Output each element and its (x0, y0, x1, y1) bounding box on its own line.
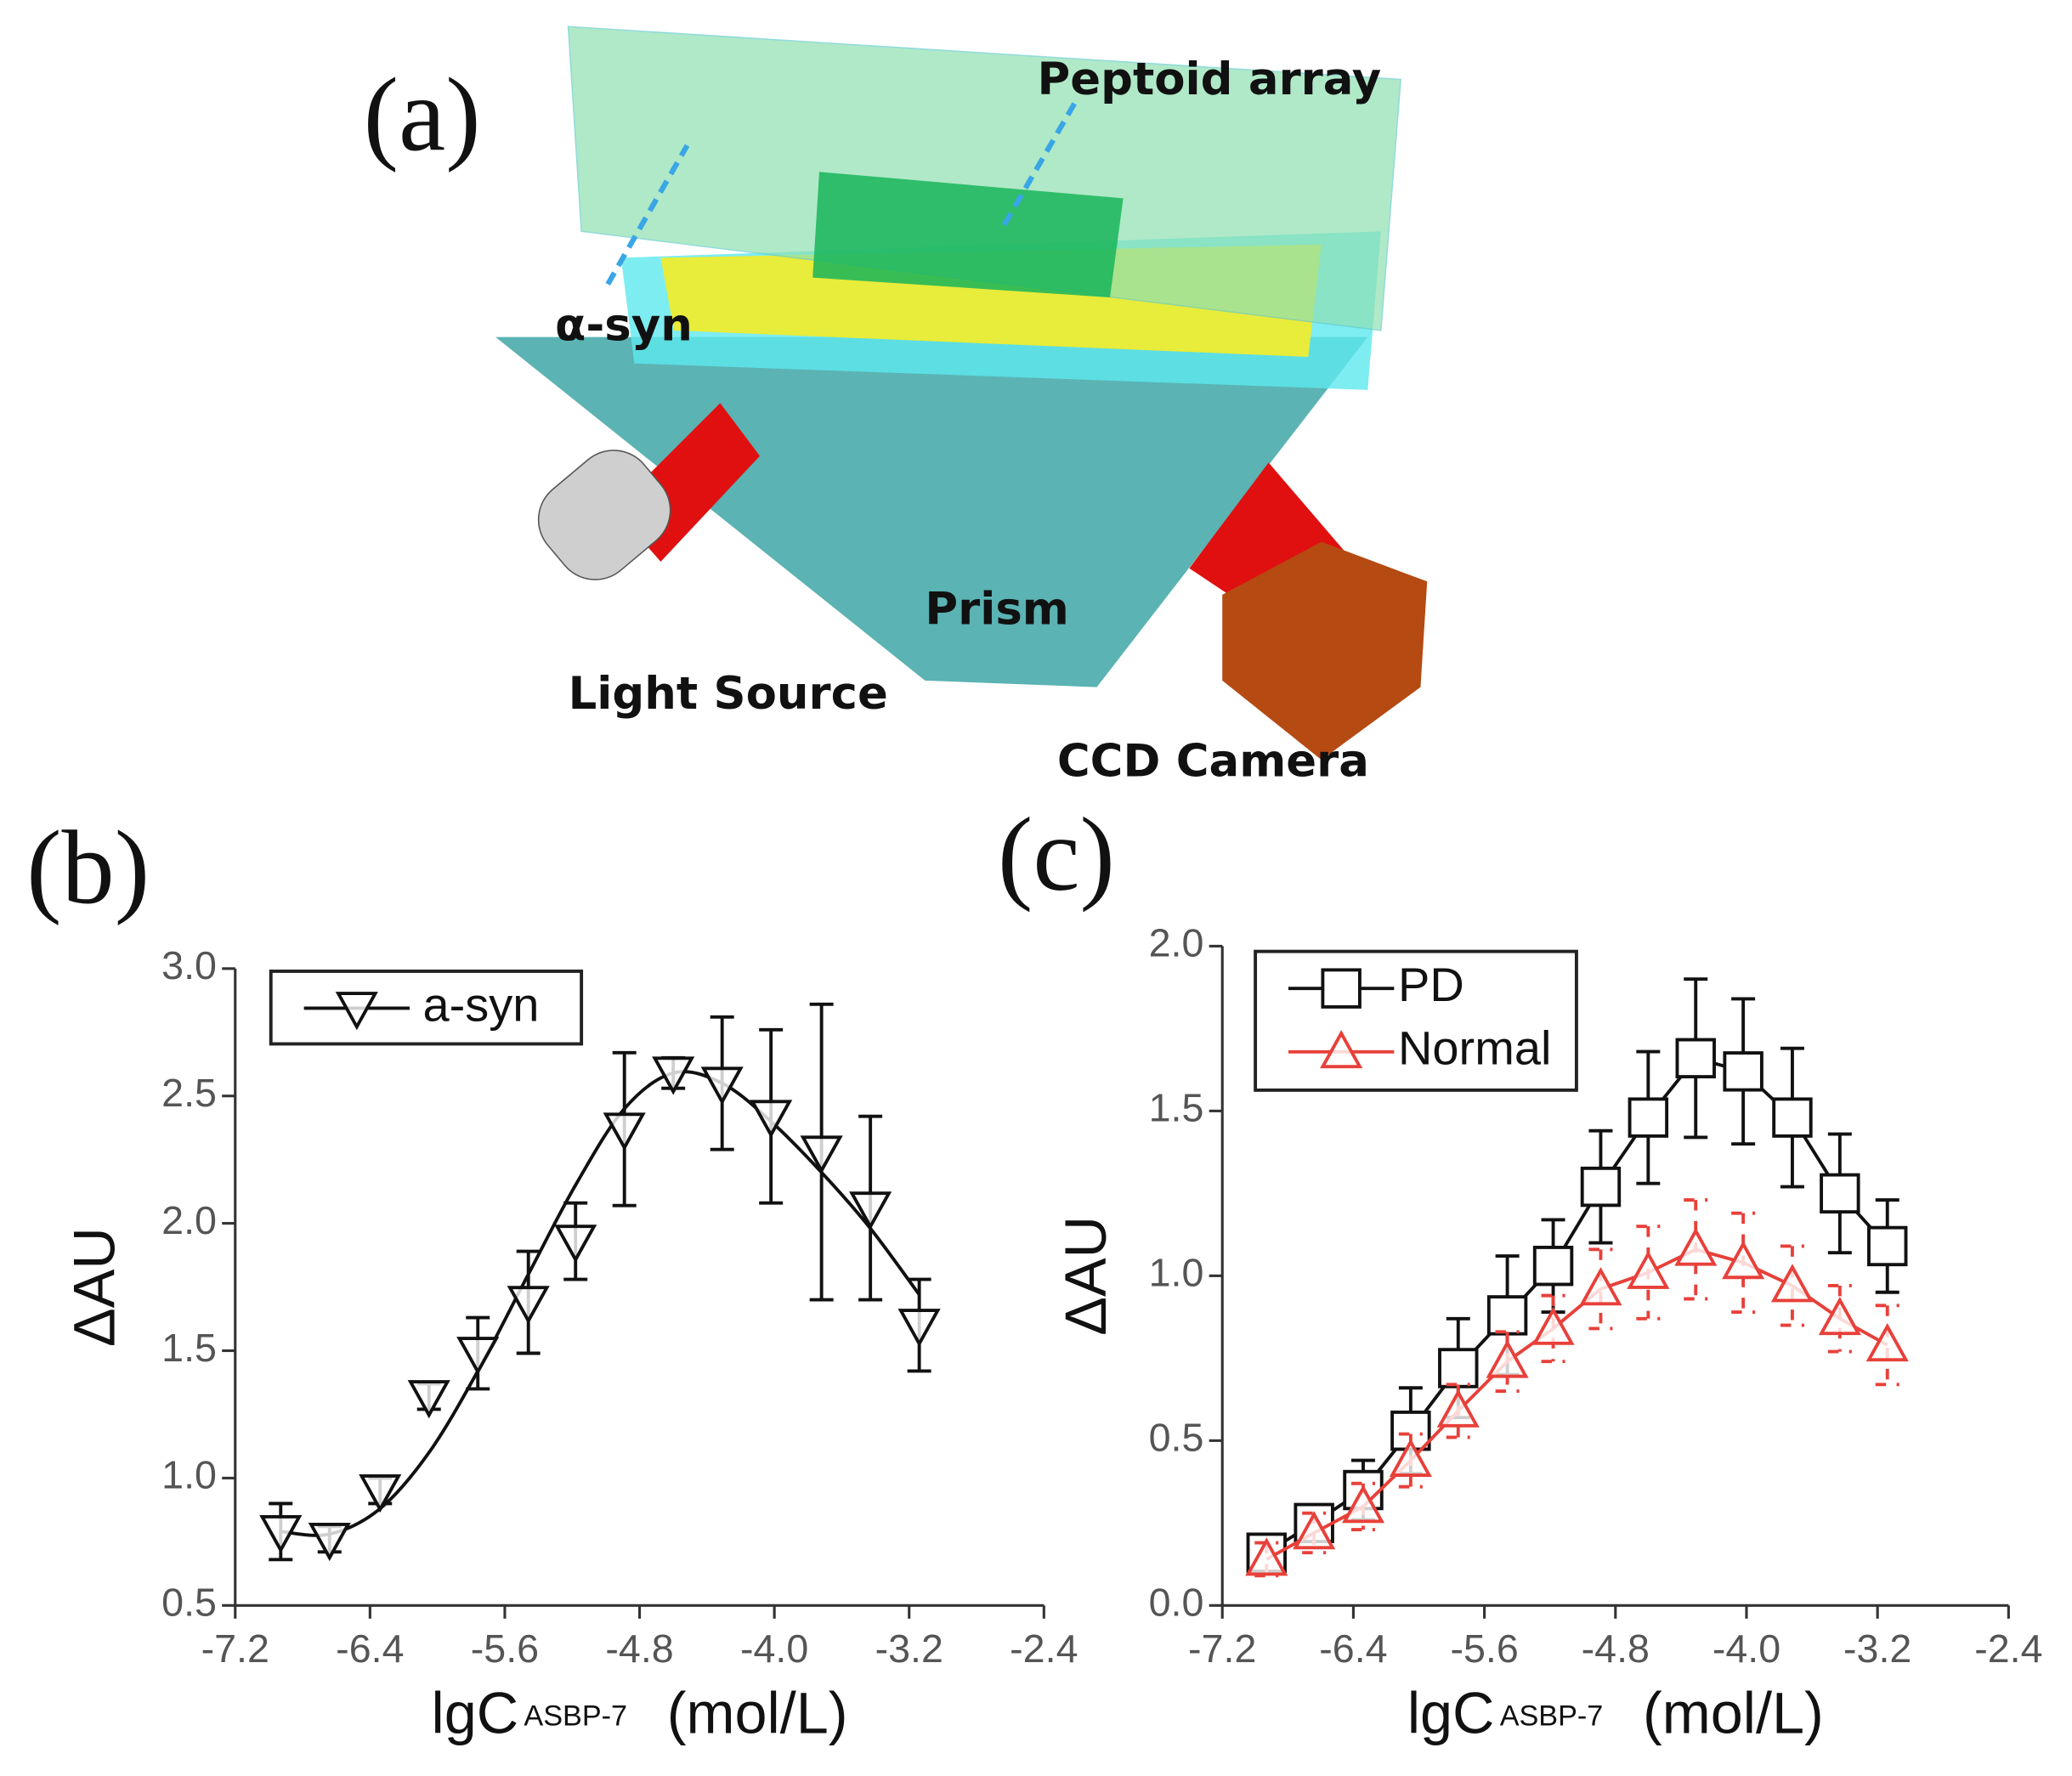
y-axis-label: ΔAU (63, 1227, 127, 1347)
marker (1627, 1250, 1670, 1289)
x-tick-label: -4.0 (740, 1626, 808, 1671)
marker (507, 1286, 550, 1325)
marker (359, 1474, 402, 1513)
marker (1436, 1389, 1480, 1428)
marker (750, 1100, 793, 1139)
marker (1818, 1297, 1861, 1336)
x-axis-label-part: (mol/L) (1643, 1682, 1824, 1746)
y-tick-label: 1.5 (1149, 1086, 1204, 1130)
marker (1770, 1264, 1814, 1303)
arrow (605, 144, 690, 286)
marker (1820, 1173, 1860, 1214)
marker (407, 1380, 450, 1419)
marker (1722, 1241, 1765, 1280)
y-tick-label: 3.0 (161, 943, 217, 987)
y-tick-label: 0.5 (161, 1581, 217, 1625)
marker (1628, 1097, 1669, 1138)
marker (1486, 1295, 1528, 1336)
x-tick-label: -4.8 (1582, 1626, 1650, 1671)
x-axis-label-part: ASBP-7 (1500, 1700, 1604, 1732)
x-tick-label: -2.4 (1010, 1626, 1078, 1671)
panel-label: (a) (364, 55, 481, 173)
diagram-label: Prism (925, 584, 1068, 636)
ccd-camera (1222, 541, 1428, 761)
x-tick-label: -4.0 (1713, 1626, 1780, 1671)
y-tick-label: 0.5 (1149, 1416, 1204, 1460)
x-tick-label: -7.2 (201, 1626, 269, 1671)
y-tick-label: 1.0 (1149, 1251, 1204, 1295)
marker (1579, 1267, 1622, 1306)
diagram-label: Peptoid array (1038, 54, 1382, 105)
x-tick-label: -7.2 (1188, 1626, 1256, 1671)
legend-label: Normal (1398, 1021, 1551, 1075)
marker (456, 1337, 500, 1376)
marker (1675, 1038, 1716, 1079)
y-tick-label: 2.0 (1149, 921, 1204, 965)
x-tick-label: -2.4 (1974, 1626, 2042, 1671)
fit-curve (280, 1070, 921, 1537)
x-tick-label: -3.2 (1843, 1626, 1911, 1671)
marker (259, 1514, 303, 1554)
marker (1867, 1225, 1908, 1267)
marker (1580, 1166, 1622, 1208)
peptoid-array (812, 172, 1124, 297)
legend-marker (1321, 968, 1362, 1009)
marker (1486, 1339, 1529, 1378)
flow-cell (567, 25, 1401, 331)
x-axis-label-part: (mol/L) (667, 1682, 848, 1746)
y-tick-label: 2.5 (161, 1071, 217, 1115)
y-axis-label: ΔAU (1054, 1216, 1118, 1336)
x-axis-label-part: lgC (432, 1682, 519, 1746)
marker (1245, 1537, 1288, 1576)
y-tick-label: 2.0 (161, 1198, 217, 1242)
diagram: (a) Peptoid array α-syn Prism Light Sour… (364, 25, 1428, 787)
light-source (537, 450, 671, 580)
x-axis-label: lgC ASBP-7 (mol/L) (1407, 1682, 1824, 1746)
marker (603, 1112, 646, 1151)
x-tick-label: -5.6 (471, 1626, 539, 1671)
marker (1389, 1438, 1432, 1477)
x-axis-label-part: ASBP-7 (524, 1700, 627, 1732)
marker (1772, 1097, 1813, 1138)
marker (308, 1522, 351, 1562)
marker (1532, 1245, 1574, 1287)
marker (1723, 1051, 1763, 1092)
y-tick-label: 1.5 (161, 1326, 217, 1370)
marker (1674, 1227, 1718, 1266)
marker (1341, 1485, 1385, 1524)
marker (1865, 1323, 1909, 1362)
diagram-label: Light Source (569, 668, 888, 720)
legend-label: PD (1398, 958, 1464, 1011)
marker (554, 1225, 597, 1264)
legend-label: a-syn (423, 977, 540, 1031)
diagram-label: CCD Camera (1057, 735, 1369, 787)
x-tick-label: -6.4 (336, 1626, 404, 1671)
x-tick-label: -5.6 (1450, 1626, 1518, 1671)
legend-box (1254, 949, 1578, 1092)
panel-label: (b) (26, 809, 150, 926)
panel-label: (c) (998, 795, 1115, 913)
y-tick-label: 0.0 (1149, 1581, 1204, 1625)
x-axis-label: lgC ASBP-7 (mol/L) (432, 1682, 848, 1746)
marker (1293, 1511, 1336, 1550)
y-tick-label: 1.0 (161, 1453, 217, 1497)
x-tick-label: -6.4 (1319, 1626, 1387, 1671)
marker (849, 1191, 892, 1230)
x-tick-label: -4.8 (605, 1626, 673, 1671)
x-tick-label: -3.2 (875, 1626, 943, 1671)
marker (1531, 1306, 1575, 1345)
diagram-label: α-syn (555, 299, 693, 351)
marker (700, 1066, 744, 1106)
marker (1438, 1348, 1479, 1389)
legend-marker (1320, 1030, 1363, 1069)
x-axis-label-part: lgC (1407, 1682, 1495, 1746)
marker (897, 1309, 941, 1348)
legend-marker (335, 992, 378, 1031)
marker (652, 1056, 695, 1095)
arrow (1001, 98, 1079, 227)
marker (800, 1135, 843, 1174)
